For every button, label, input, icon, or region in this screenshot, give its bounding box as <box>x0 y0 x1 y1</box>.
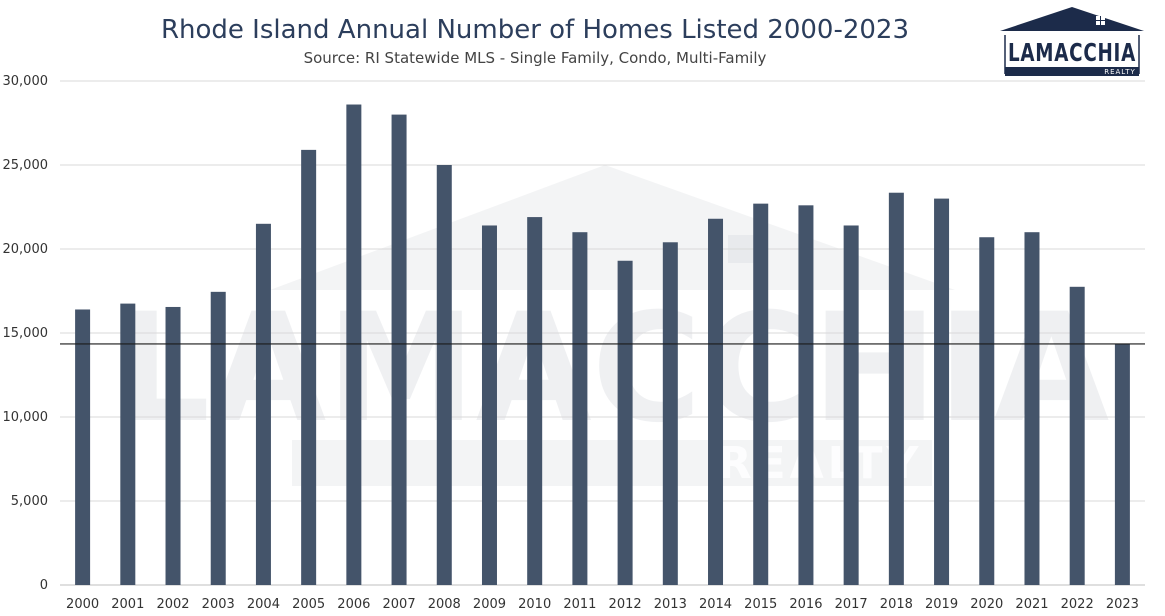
x-tick-label: 2021 <box>1015 597 1048 612</box>
logo-house-roof-icon <box>1000 7 1144 31</box>
x-tick-label: 2023 <box>1106 597 1139 612</box>
y-tick-label: 25,000 <box>3 158 49 173</box>
x-tick-label: 2014 <box>699 597 732 612</box>
x-tick-label: 2012 <box>609 597 642 612</box>
logo: LAMACCHIA REALTY <box>1000 7 1144 76</box>
bar-2006 <box>346 104 362 586</box>
x-tick-label: 2013 <box>654 597 687 612</box>
logo-name: LAMACCHIA <box>1008 38 1136 67</box>
bar-2005 <box>301 149 317 585</box>
x-tick-label: 2005 <box>292 597 325 612</box>
grid <box>60 80 1145 586</box>
x-tick-label: 2019 <box>925 597 958 612</box>
bar-2023 <box>1114 343 1130 585</box>
bar-2000 <box>75 309 91 585</box>
bar-2018 <box>888 192 904 585</box>
bar-2010 <box>527 217 543 585</box>
x-tick-label: 2003 <box>202 597 235 612</box>
logo-sub: REALTY <box>1104 68 1136 76</box>
x-tick-label: 2001 <box>111 597 144 612</box>
chart-subtitle: Source: RI Statewide MLS - Single Family… <box>304 49 767 67</box>
y-tick-label: 0 <box>40 578 48 593</box>
y-tick-label: 10,000 <box>3 410 49 425</box>
bar-2009 <box>481 225 497 586</box>
x-tick-label: 2022 <box>1061 597 1094 612</box>
bar-2020 <box>979 237 995 586</box>
bar-2016 <box>798 205 814 585</box>
x-tick-label: 2018 <box>880 597 913 612</box>
x-tick-label: 2010 <box>518 597 551 612</box>
bar-2022 <box>1069 286 1085 585</box>
bar-2001 <box>120 303 136 585</box>
logo-band <box>1005 67 1139 76</box>
x-tick-label: 2020 <box>970 597 1003 612</box>
x-tick-label: 2002 <box>156 597 189 612</box>
bar-2021 <box>1024 232 1040 585</box>
bars <box>75 104 1130 586</box>
x-tick-label: 2007 <box>383 597 416 612</box>
x-tick-label: 2006 <box>337 597 370 612</box>
x-tick-label: 2015 <box>744 597 777 612</box>
x-tick-label: 2000 <box>66 597 99 612</box>
watermark-sub: REALTY <box>718 438 923 489</box>
y-tick-label: 30,000 <box>3 74 49 89</box>
y-axis-ticks: 0 5,000 10,000 15,000 20,000 25,000 30,000 <box>3 74 49 593</box>
y-tick-label: 5,000 <box>11 494 48 509</box>
bar-2017 <box>843 225 859 586</box>
x-tick-label: 2008 <box>428 597 461 612</box>
bar-2012 <box>617 260 633 585</box>
bar-2011 <box>572 232 588 585</box>
bar-2003 <box>210 291 226 585</box>
bar-2015 <box>753 203 769 585</box>
x-tick-label: 2017 <box>835 597 868 612</box>
bar-2007 <box>391 114 407 585</box>
bar-2002 <box>165 306 181 585</box>
bar-2013 <box>662 242 678 585</box>
chart-title: Rhode Island Annual Number of Homes List… <box>161 15 909 45</box>
bar-2004 <box>255 223 271 586</box>
bar-2019 <box>934 198 950 585</box>
x-tick-label: 2004 <box>247 597 280 612</box>
bar-2014 <box>708 218 724 585</box>
x-tick-label: 2009 <box>473 597 506 612</box>
y-tick-label: 20,000 <box>3 242 49 257</box>
x-axis-ticks: 2000 2001 2002 2003 2004 2005 2006 2007 2008 2009… <box>66 597 1139 612</box>
x-tick-label: 2016 <box>789 597 822 612</box>
y-tick-label: 15,000 <box>3 326 49 341</box>
x-tick-label: 2011 <box>563 597 596 612</box>
bar-2008 <box>436 165 452 585</box>
